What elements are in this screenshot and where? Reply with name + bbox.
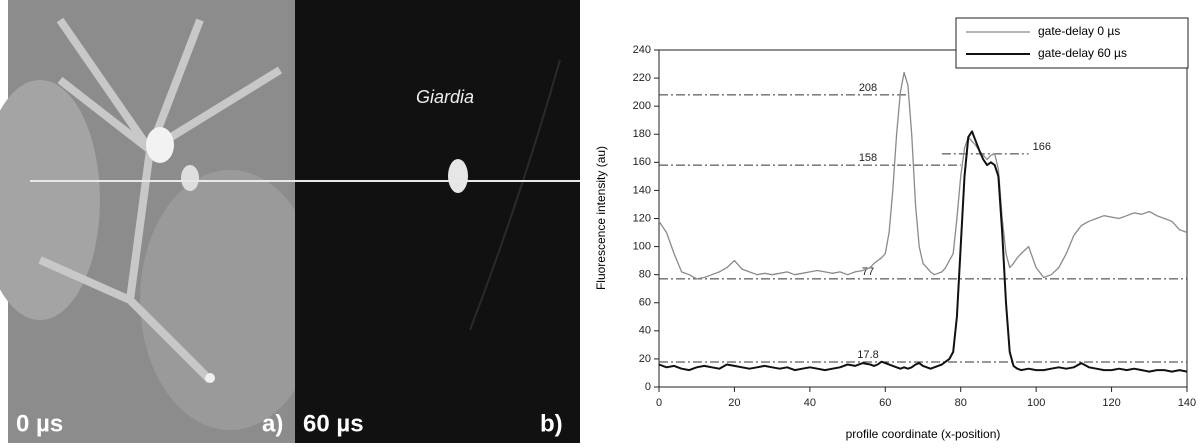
legend: gate-delay 0 µs gate-delay 60 µs <box>955 17 1189 69</box>
reference-label: 166 <box>1033 141 1051 153</box>
y-tick-label: 80 <box>639 269 651 281</box>
x-tick-label: 40 <box>804 397 816 409</box>
y-tick-label: 240 <box>633 44 651 56</box>
y-tick-label: 140 <box>633 184 651 196</box>
legend-label: gate-delay 60 µs <box>1038 46 1127 60</box>
x-tick-label: 60 <box>879 397 891 409</box>
annotation: Giardia <box>416 87 474 107</box>
x-tick-label: 140 <box>1178 397 1196 409</box>
series-line <box>658 71 1188 280</box>
y-tick-label: 200 <box>633 100 651 112</box>
y-tick-label: 100 <box>633 240 651 252</box>
y-tick-label: 0 <box>645 381 651 393</box>
legend-label: gate-delay 0 µs <box>1038 24 1120 38</box>
y-axis-label: Fluorescence intensity (au) <box>594 146 608 290</box>
panel-label: 0 µs <box>16 410 63 437</box>
panel-letter: b) <box>540 410 563 437</box>
x-tick-label: 100 <box>1027 397 1045 409</box>
panel-letter: a) <box>262 410 283 437</box>
x-tick-label: 80 <box>955 397 967 409</box>
x-axis-label: profile coordinate (x-position) <box>846 427 1001 441</box>
x-tick-label: 120 <box>1102 397 1120 409</box>
panel-b: Giardia 60 µs b) <box>295 0 580 443</box>
y-tick-label: 180 <box>633 128 651 140</box>
reference-label: 208 <box>859 82 877 94</box>
y-tick-label: 160 <box>633 156 651 168</box>
reference-label: 158 <box>859 152 877 164</box>
x-tick-label: 0 <box>656 397 662 409</box>
panel-a: 0 µs a) <box>0 0 320 443</box>
panel-label: 60 µs <box>303 410 364 437</box>
plot-frame <box>658 49 1188 388</box>
y-tick-label: 220 <box>633 72 651 84</box>
series-line <box>658 130 1188 373</box>
reference-label: 77 <box>862 266 874 278</box>
reference-label: 17.8 <box>857 349 878 361</box>
y-tick-label: 40 <box>639 325 651 337</box>
y-tick-label: 120 <box>633 212 651 224</box>
y-tick-label: 60 <box>639 297 651 309</box>
y-tick-label: 20 <box>639 353 651 365</box>
x-tick-label: 20 <box>728 397 740 409</box>
